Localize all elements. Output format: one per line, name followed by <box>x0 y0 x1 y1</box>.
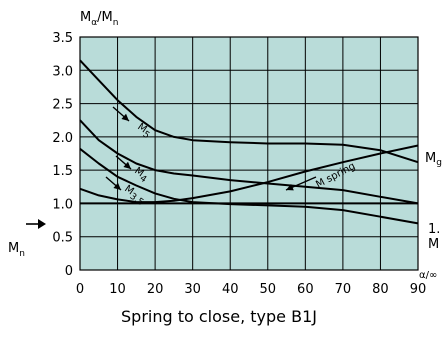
mn-label-main: M <box>8 241 19 256</box>
y-axis-title: Mα/Mn <box>80 10 118 28</box>
y-axis-title-slash: /M <box>97 10 113 25</box>
label-m5-sub: 5 <box>141 130 151 141</box>
y-axis-title-main: M <box>80 10 91 25</box>
series-lines <box>79 59 419 225</box>
series-line-2 <box>79 148 419 225</box>
y-tick-label-0: 0 <box>65 264 73 279</box>
plot-area <box>80 37 418 270</box>
x-tick-label-50: 50 <box>260 282 277 297</box>
arrow-m5-head <box>121 113 129 121</box>
x-tick-label-90: 90 <box>410 282 427 297</box>
y-axis-title-sub2: n <box>113 18 119 28</box>
y-tick-label-1: 0.5 <box>52 231 73 246</box>
y-tick-label-2: 1.0 <box>52 197 73 212</box>
x-tick-label-80: 80 <box>372 282 389 297</box>
x-tick-labels: 0 10 20 30 40 50 60 70 80 90 <box>76 282 426 297</box>
y-tick-label-7: 3.5 <box>52 31 73 46</box>
mg-label-sub: g <box>436 158 442 168</box>
x-tick-label-20: 20 <box>147 282 164 297</box>
y-axis-title-sub1: α <box>91 18 97 28</box>
mn-marker <box>26 219 46 229</box>
series-line-0 <box>79 59 419 164</box>
mn-arrow-head <box>38 219 46 229</box>
plot-frame <box>79 36 419 271</box>
label-m4: M4 <box>131 165 151 185</box>
x-axis-title: α/∞ <box>419 270 437 281</box>
y-tick-labels: 0 0.5 1.0 1.5 2.0 2.5 3.0 3.5 <box>52 31 73 279</box>
x-tick-label-70: 70 <box>335 282 352 297</box>
mg-label-main: M <box>425 151 436 166</box>
x-tick-label-40: 40 <box>222 282 239 297</box>
arrow-mspring-head <box>286 184 294 191</box>
x-tick-label-10: 10 <box>109 282 126 297</box>
series-line-1 <box>79 119 419 205</box>
annotation-arrows <box>105 106 317 191</box>
arrow-m35-head <box>113 182 121 190</box>
x-tick-label-60: 60 <box>297 282 314 297</box>
x-tick-label-30: 30 <box>184 282 201 297</box>
y-tick-label-3: 1.5 <box>52 164 73 179</box>
arrow-m4-head <box>123 161 131 169</box>
y-tick-label-4: 2.0 <box>52 131 73 146</box>
mn-label-sub: n <box>19 249 25 259</box>
right-label-one: 1. <box>428 222 440 237</box>
right-label-m: M <box>428 237 439 252</box>
label-m4-sub: 4 <box>138 174 149 186</box>
series-line-3 <box>79 144 419 204</box>
mn-label: Mn <box>8 241 25 259</box>
chart-title: Spring to close, type B1J <box>121 307 317 326</box>
y-tick-label-6: 3.0 <box>52 64 73 79</box>
y-tick-label-5: 2.5 <box>52 98 73 113</box>
label-m5: M5 <box>134 121 154 141</box>
mg-label: Mg <box>425 151 442 168</box>
x-tick-label-0: 0 <box>76 282 84 297</box>
